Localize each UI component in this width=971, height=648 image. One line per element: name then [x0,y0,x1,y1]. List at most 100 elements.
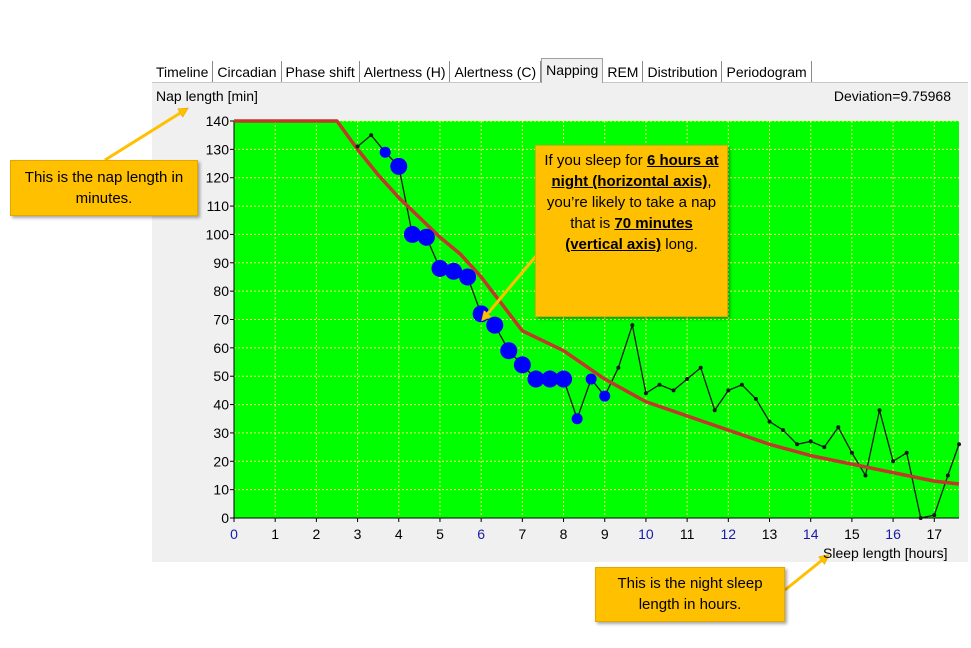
x-tick-label: 17 [926,526,942,542]
data-point [849,450,854,455]
data-point [555,370,573,388]
callout-sleep-length: This is the night sleep length in hours. [595,567,785,622]
data-point [712,408,717,413]
x-tick-label: 13 [762,526,778,542]
y-tick-label: 60 [213,340,229,356]
data-point [795,442,800,447]
y-tick-label: 80 [213,283,229,299]
y-tick-label: 130 [206,141,230,157]
data-point [585,373,597,385]
data-point [781,428,786,433]
x-tick-label: 16 [885,526,901,542]
data-point [369,133,374,138]
data-point [671,388,676,393]
data-point [527,370,545,388]
y-tick-label: 30 [213,425,229,441]
x-tick-label: 0 [230,526,238,542]
y-tick-label: 120 [206,170,230,186]
data-point [918,516,923,520]
callout-example-bold-2: 70 minutes (vertical axis) [565,215,693,253]
data-point [767,419,772,424]
data-point [599,390,611,402]
data-point [657,382,662,387]
tab-bar: Timeline Circadian Phase shift Alertness (H… [152,56,968,83]
y-tick-label: 50 [213,368,229,384]
x-tick-label: 9 [601,526,609,542]
data-point [891,459,896,464]
data-point [739,382,744,387]
data-point [417,228,435,246]
y-tick-label: 110 [207,198,230,214]
callout-example-bold-1: 6 hours at night (horizontal axis) [551,152,719,190]
data-point [445,262,463,280]
data-point [513,356,531,374]
data-point [877,408,882,413]
x-tick-label: 5 [436,526,444,542]
data-point [643,391,648,396]
x-tick-label: 7 [518,526,526,542]
data-point [863,473,868,478]
data-point [500,342,518,360]
callout-example-text-1: If you sleep for [544,152,647,169]
tab-napping[interactable]: Napping [541,58,604,83]
callout-nap-length: This is the nap length in minutes. [10,160,198,216]
y-tick-label: 70 [213,312,229,328]
data-point [459,268,477,286]
tab-rem[interactable]: REM [603,61,644,82]
y-tick-label: 20 [213,453,229,469]
data-point [945,473,950,478]
callout-example-text-3: long. [661,236,698,253]
tab-circadian[interactable]: Circadian [213,61,282,82]
data-point [379,146,391,158]
y-tick-label: 0 [221,510,229,526]
callout-example-text-2: , you’re likely to take a nap that is [546,173,717,232]
x-tick-label: 14 [803,526,819,542]
y-tick-label: 100 [206,226,230,242]
data-point [571,413,583,425]
callout-example: If you sleep for 6 hours at night (horiz… [535,145,728,317]
data-point [726,388,731,393]
x-tick-label: 8 [560,526,568,542]
tab-distribution[interactable]: Distribution [643,61,723,82]
data-point [822,445,827,450]
x-tick-label: 10 [638,526,654,542]
data-point [957,442,961,447]
data-point [630,323,635,328]
y-tick-label: 90 [213,255,229,271]
y-tick-label: 10 [213,482,229,498]
y-tick-label: 40 [213,397,229,413]
data-point [904,450,909,455]
data-point [808,439,813,444]
tab-alertness-c[interactable]: Alertness (C) [450,61,542,82]
tab-phase-shift[interactable]: Phase shift [282,61,360,82]
data-point [390,157,408,175]
tab-timeline[interactable]: Timeline [152,61,214,82]
data-point [685,377,690,382]
callout-arrow-nap-length [104,110,185,162]
x-tick-label: 1 [271,526,279,542]
series-line-fitted-curve [234,119,960,486]
data-point [486,316,504,334]
tab-periodogram[interactable]: Periodogram [722,61,812,82]
data-point [753,396,758,401]
x-tick-label: 12 [721,526,737,542]
data-point [403,225,421,243]
x-tick-label: 6 [477,526,485,542]
data-point [431,259,449,277]
data-point [355,144,360,149]
y-axis-title: Nap length [min] [156,88,258,104]
data-point [616,365,621,370]
x-tick-label: 4 [395,526,403,542]
deviation-readout: Deviation=9.75968 [833,88,951,104]
y-tick-label: 140 [206,113,230,129]
callout-arrow-sleep-length [784,557,826,592]
tab-alertness-h[interactable]: Alertness (H) [360,61,451,82]
x-tick-label: 15 [844,526,860,542]
x-axis-title: Sleep length [hours] [823,545,948,561]
data-point [932,513,937,518]
data-point [836,425,841,430]
x-tick-label: 3 [354,526,362,542]
data-point [698,365,703,370]
x-tick-label: 2 [312,526,320,542]
data-point [541,370,559,388]
